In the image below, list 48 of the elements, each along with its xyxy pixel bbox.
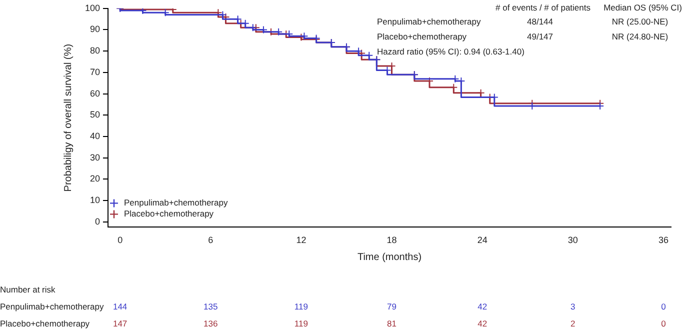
y-tick-label: 70 [90, 66, 100, 77]
text: 136 [204, 318, 218, 328]
x-axis-title: Time (months) [357, 252, 422, 263]
annotation: # of events / # of patients [496, 2, 590, 12]
x-tick-label: 30 [568, 235, 578, 246]
legend-label: Penpulimab+chemotherapy [124, 198, 228, 208]
y-tick-label: 40 [90, 130, 100, 141]
text: Number at risk [0, 284, 56, 294]
text: 42 [478, 301, 488, 312]
annotation: Placebo+chemotherapy [377, 31, 468, 42]
text: 119 [294, 318, 308, 328]
x-tick-label: 24 [477, 235, 488, 246]
y-tick-label: 20 [90, 174, 100, 184]
annotation: NR (25.00-NE) [612, 16, 668, 26]
annotation: 48/144 [527, 16, 554, 26]
y-tick-label: 30 [90, 152, 100, 162]
annotation: Hazard ratio (95% CI): 0.94 (0.63-1.40) [377, 46, 525, 56]
text: Penpulimab+chemotherapy [0, 301, 104, 312]
text: 0 [661, 318, 666, 328]
x-tick-label: 0 [118, 235, 123, 246]
text: Placebo+chemotherapy [0, 318, 90, 328]
y-tick-label: 90 [90, 24, 100, 34]
x-tick-label: 6 [208, 235, 214, 246]
annotation: Median OS (95% CI) [604, 2, 682, 12]
y-tick-label: 50 [90, 110, 100, 120]
text: 2 [570, 318, 576, 328]
text: 119 [294, 301, 308, 312]
annotation: NR (24.80-NE) [612, 31, 668, 42]
annotation: 49/147 [527, 31, 554, 42]
text: 144 [112, 301, 128, 312]
y-tick-label: 80 [90, 46, 100, 56]
x-tick-label: 36 [658, 235, 668, 246]
text: 79 [387, 301, 397, 312]
text: 3 [570, 301, 576, 312]
y-tick-label: 100 [84, 2, 100, 13]
x-tick-label: 18 [386, 235, 397, 246]
text: 42 [478, 318, 488, 328]
y-tick-label: 0 [94, 216, 100, 226]
legend-label: Placebo+chemotherapy [124, 208, 214, 219]
y-tick-label: 10 [90, 195, 100, 205]
y-axis-title: Probabiligy of overall survival (%) [62, 44, 74, 192]
text: 0 [661, 301, 666, 312]
y-tick-label: 60 [90, 88, 100, 98]
annotation: Penpulimab+chemotherapy [377, 16, 482, 26]
text: 135 [204, 301, 218, 312]
text: 147 [112, 318, 128, 328]
text: 81 [387, 318, 397, 328]
x-tick-label: 12 [296, 235, 306, 246]
